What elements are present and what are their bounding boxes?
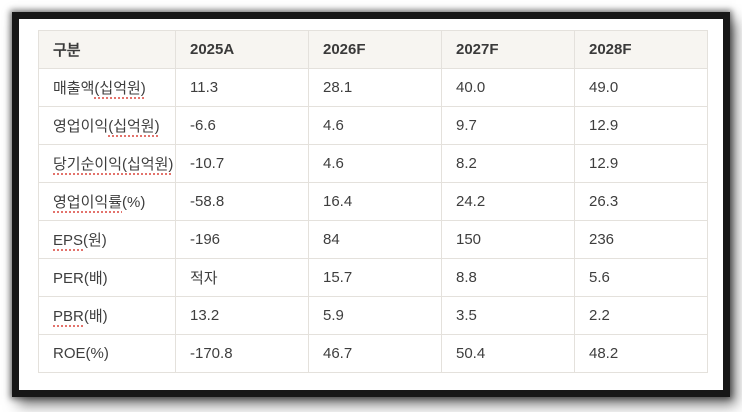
column-header-2026f: 2026F <box>308 30 442 69</box>
table-row: PBR(배) 13.2 5.9 3.5 2.2 <box>38 296 708 335</box>
screenshot-frame: 구분 2025A 2026F 2027F 2028F 매출액(십억원) 11.3 2… <box>12 12 730 397</box>
value-cell: 5.6 <box>574 258 708 297</box>
row-label-cell: 당기순이익(십억원) <box>38 144 176 183</box>
value-cell: 46.7 <box>308 334 442 373</box>
value-cell: 8.8 <box>441 258 575 297</box>
value-cell: 9.7 <box>441 106 575 145</box>
value-cell: 적자 <box>175 258 309 297</box>
row-label-text: (원) <box>83 232 107 249</box>
table-row: PER(배) 적자 15.7 8.8 5.6 <box>38 258 708 297</box>
row-label-text: (%) <box>122 194 146 211</box>
column-header-2027f: 2027F <box>441 30 575 69</box>
table-row: EPS(원) -196 84 150 236 <box>38 220 708 259</box>
value-cell: -6.6 <box>175 106 309 145</box>
value-cell: 24.2 <box>441 182 575 221</box>
value-cell: 12.9 <box>574 144 708 183</box>
value-cell: 8.2 <box>441 144 575 183</box>
value-cell: 13.2 <box>175 296 309 335</box>
row-label-text-misspelled: PBR <box>53 308 84 325</box>
row-label-text-misspelled: 영업이익률 <box>53 194 123 211</box>
value-cell: 3.5 <box>441 296 575 335</box>
table-row: ROE(%) -170.8 46.7 50.4 48.2 <box>38 334 708 373</box>
row-label-cell: PBR(배) <box>38 296 176 335</box>
row-label-text-misspelled: EPS <box>53 232 84 249</box>
value-cell: 28.1 <box>308 68 442 107</box>
value-cell: 84 <box>308 220 442 259</box>
row-label-cell: 영업이익률(%) <box>38 182 176 221</box>
value-cell: 4.6 <box>308 106 442 145</box>
row-label-text: 매출액 <box>53 80 95 97</box>
value-cell: -170.8 <box>175 334 309 373</box>
table-row: 영업이익률(%) -58.8 16.4 24.2 26.3 <box>38 182 708 221</box>
table-body: 매출액(십억원) 11.3 28.1 40.0 49.0 영업이익(십억원) -6.6 4.6… <box>38 68 708 373</box>
value-cell: 11.3 <box>175 68 309 107</box>
row-label-text: 영업이익 <box>53 118 109 135</box>
table-row: 영업이익(십억원) -6.6 4.6 9.7 12.9 <box>38 106 708 145</box>
row-label-text-misspelled: 당기순이익(십억원) <box>53 156 174 173</box>
table-row: 매출액(십억원) 11.3 28.1 40.0 49.0 <box>38 68 708 107</box>
row-label-text-misspelled: (십억원) <box>94 80 146 97</box>
value-cell: 15.7 <box>308 258 442 297</box>
column-header-2025a: 2025A <box>175 30 309 69</box>
row-label-text: PER(배) <box>53 270 108 287</box>
value-cell: -196 <box>175 220 309 259</box>
row-label-text: ROE(%) <box>53 345 109 362</box>
value-cell: 5.9 <box>308 296 442 335</box>
row-label-text-misspelled: (십억원) <box>108 118 160 135</box>
value-cell: 150 <box>441 220 575 259</box>
column-header-category: 구분 <box>38 30 176 69</box>
value-cell: 236 <box>574 220 708 259</box>
value-cell: 16.4 <box>308 182 442 221</box>
row-label-cell: 영업이익(십억원) <box>38 106 176 145</box>
row-label-cell: ROE(%) <box>38 334 176 373</box>
value-cell: -10.7 <box>175 144 309 183</box>
table-header: 구분 2025A 2026F 2027F 2028F <box>38 30 708 69</box>
value-cell: -58.8 <box>175 182 309 221</box>
value-cell: 2.2 <box>574 296 708 335</box>
value-cell: 40.0 <box>441 68 575 107</box>
row-label-cell: EPS(원) <box>38 220 176 259</box>
value-cell: 48.2 <box>574 334 708 373</box>
column-header-2028f: 2028F <box>574 30 708 69</box>
row-label-text: (배) <box>83 308 108 325</box>
value-cell: 4.6 <box>308 144 442 183</box>
table-row: 당기순이익(십억원) -10.7 4.6 8.2 12.9 <box>38 144 708 183</box>
header-row: 구분 2025A 2026F 2027F 2028F <box>38 30 708 69</box>
financial-estimates-table: 구분 2025A 2026F 2027F 2028F 매출액(십억원) 11.3 2… <box>38 30 708 373</box>
row-label-cell: 매출액(십억원) <box>38 68 176 107</box>
value-cell: 12.9 <box>574 106 708 145</box>
value-cell: 50.4 <box>441 334 575 373</box>
value-cell: 26.3 <box>574 182 708 221</box>
row-label-cell: PER(배) <box>38 258 176 297</box>
value-cell: 49.0 <box>574 68 708 107</box>
